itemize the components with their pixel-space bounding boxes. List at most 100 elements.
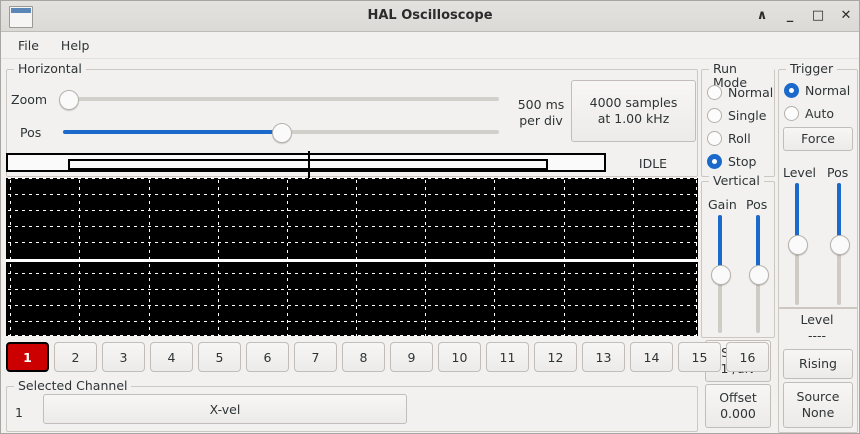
run-mode-label-stop: Stop — [728, 154, 757, 169]
channel-button-9[interactable]: 9 — [390, 342, 433, 372]
scope-display[interactable] — [6, 178, 698, 336]
run-mode-option-stop[interactable]: Stop — [707, 154, 756, 169]
trigger-level-slider-handle[interactable] — [788, 235, 808, 255]
channel-button-4[interactable]: 4 — [150, 342, 193, 372]
menu-bar: File Help — [1, 32, 859, 59]
menu-item-file[interactable]: File — [18, 37, 39, 53]
title-bar: HAL Oscilloscope ∧ _ □ ✕ — [1, 1, 859, 32]
sample-rate-button[interactable]: 4000 samples at 1.00 kHz — [571, 80, 696, 142]
channel-button-2[interactable]: 2 — [54, 342, 97, 372]
grid-line-vertical — [79, 178, 80, 336]
run-mode-label-single: Single — [728, 108, 767, 123]
selected-channel-frame: Selected Channel — [6, 379, 698, 432]
vertical-frame: Vertical — [701, 174, 775, 338]
horizontal-pos-slider[interactable] — [63, 123, 499, 143]
radio-indicator — [707, 85, 722, 100]
close-button[interactable]: ✕ — [839, 9, 853, 23]
horizontal-legend: Horizontal — [14, 62, 86, 76]
trigger-level-slider[interactable] — [788, 183, 808, 305]
grid-line-horizontal — [6, 335, 698, 336]
selected-channel-number: 1 — [15, 405, 23, 420]
selected-channel-signal-button[interactable]: X-vel — [43, 394, 407, 424]
channel-button-1[interactable]: 1 — [6, 342, 49, 372]
vertical-gain-slider-handle[interactable] — [711, 265, 731, 285]
channel-button-10[interactable]: 10 — [438, 342, 481, 372]
grid-line-horizontal — [6, 321, 698, 322]
horizontal-pos-label: Pos — [20, 125, 42, 140]
grid-line-vertical — [218, 178, 219, 336]
trigger-pos-slider-handle[interactable] — [830, 235, 850, 255]
grid-line-vertical — [633, 178, 634, 336]
run-mode-option-normal[interactable]: Normal — [707, 85, 773, 100]
radio-indicator — [784, 106, 799, 121]
run-mode-option-single[interactable]: Single — [707, 108, 766, 123]
zoom-slider-track[interactable] — [59, 97, 499, 101]
trigger-force-button[interactable]: Force — [783, 127, 853, 151]
grid-line-vertical — [149, 178, 150, 336]
channel-button-6[interactable]: 6 — [246, 342, 289, 372]
channel-button-3[interactable]: 3 — [102, 342, 145, 372]
run-mode-label-normal: Normal — [728, 85, 774, 100]
channel-button-14[interactable]: 14 — [630, 342, 673, 372]
trigger-level-readout: Level ---- — [781, 312, 853, 345]
vertical-offset-button[interactable]: Offset 0.000 — [705, 384, 771, 428]
channel-button-16[interactable]: 16 — [726, 342, 769, 372]
channel-button-8[interactable]: 8 — [342, 342, 385, 372]
minimize-button[interactable]: _ — [783, 9, 797, 23]
trigger-option-normal[interactable]: Normal — [784, 83, 850, 98]
close-icon: ✕ — [840, 8, 852, 23]
run-mode-option-roll[interactable]: Roll — [707, 131, 751, 146]
channel-button-13[interactable]: 13 — [582, 342, 625, 372]
vertical-gain-slider[interactable] — [711, 215, 731, 333]
trigger-frame: Trigger — [778, 62, 858, 309]
channel-button-15[interactable]: 15 — [678, 342, 721, 372]
trigger-source-button[interactable]: Source None — [783, 382, 853, 428]
grid-line-vertical — [10, 178, 11, 336]
run-mode-frame: Run Mode — [701, 62, 775, 177]
channel-button-7[interactable]: 7 — [294, 342, 337, 372]
trigger-label-auto: Auto — [805, 106, 835, 121]
vertical-offset-value: 0.000 — [720, 406, 756, 421]
trigger-edge-button[interactable]: Rising — [783, 349, 853, 379]
zoom-slider-handle[interactable] — [59, 90, 79, 110]
radio-indicator-selected — [784, 83, 799, 98]
channel-button-5[interactable]: 5 — [198, 342, 241, 372]
sample-rate-label: at 1.00 kHz — [597, 111, 670, 126]
timebase-value: 500 ms — [517, 97, 565, 112]
sample-count-label: 4000 samples — [589, 95, 678, 111]
grid-line-vertical — [696, 178, 697, 336]
window-title: HAL Oscilloscope — [367, 8, 493, 23]
trigger-option-auto[interactable]: Auto — [784, 106, 834, 121]
grid-line-horizontal — [6, 273, 698, 274]
trigger-source-title: Source — [796, 389, 840, 405]
zoom-slider[interactable] — [59, 90, 499, 110]
trigger-pos-slider[interactable] — [830, 183, 850, 305]
horizontal-pos-slider-fill — [63, 130, 281, 134]
vertical-pos-slider[interactable] — [749, 215, 769, 333]
grid-line-horizontal — [6, 226, 698, 227]
grid-line-vertical — [356, 178, 357, 336]
trigger-readout-frame — [778, 307, 858, 433]
horizontal-buffer-indicator[interactable] — [6, 151, 606, 178]
zoom-label: Zoom — [11, 92, 48, 107]
trigger-pos-slider-label: Pos — [827, 165, 849, 180]
vertical-pos-slider-handle[interactable] — [749, 265, 769, 285]
channel-button-row: 1 2 3 4 5 6 7 8 9 10 11 12 13 14 15 16 — [6, 342, 769, 372]
vertical-legend: Vertical — [709, 174, 764, 188]
timebase-unit: per div — [519, 113, 563, 129]
window-controls: ∧ _ □ ✕ — [755, 1, 853, 31]
vertical-pos-label: Pos — [746, 197, 768, 212]
shade-button[interactable]: ∧ — [755, 9, 769, 23]
grid-line-horizontal — [6, 242, 698, 243]
trigger-position-marker — [308, 151, 310, 178]
horizontal-pos-slider-handle[interactable] — [272, 123, 292, 143]
selected-channel-signal-label: X-vel — [209, 401, 241, 417]
grid-line-vertical — [564, 178, 565, 336]
channel-button-11[interactable]: 11 — [486, 342, 529, 372]
maximize-icon: □ — [811, 8, 825, 23]
maximize-button[interactable]: □ — [811, 9, 825, 23]
menu-item-help[interactable]: Help — [60, 37, 90, 53]
channel-button-12[interactable]: 12 — [534, 342, 577, 372]
minimize-icon: _ — [786, 8, 794, 23]
run-status: IDLE — [638, 156, 668, 171]
